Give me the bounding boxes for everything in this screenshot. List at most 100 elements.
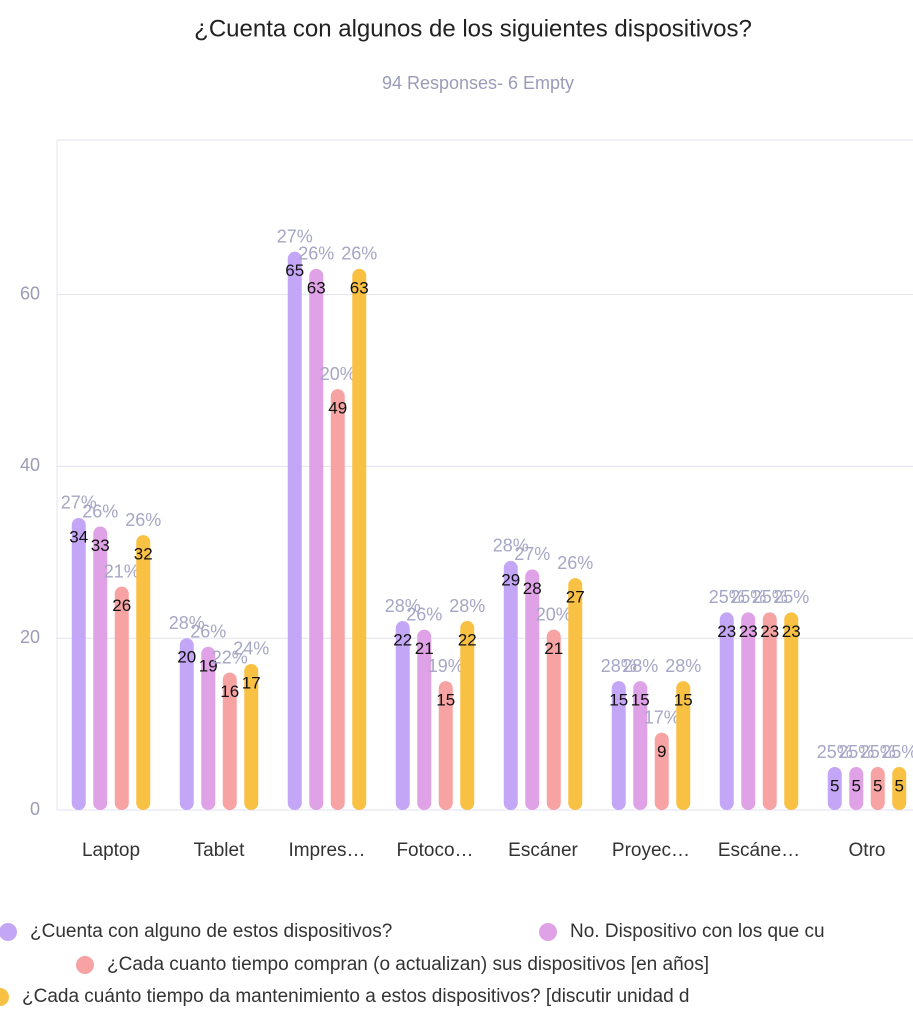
bar <box>438 681 453 810</box>
bar <box>352 268 367 810</box>
percent-label: 19% <box>428 656 464 676</box>
bar <box>849 767 864 810</box>
percent-label: 26% <box>125 510 161 530</box>
value-label: 15 <box>436 691 455 710</box>
bar <box>870 767 885 810</box>
x-tick-label: Otro <box>849 840 886 861</box>
percent-label: 26% <box>406 604 442 624</box>
bar <box>633 681 648 810</box>
value-label: 17 <box>242 673 261 692</box>
bar <box>892 767 907 810</box>
value-label: 63 <box>350 278 369 297</box>
value-label: 33 <box>91 536 110 555</box>
percent-label: 20% <box>536 604 572 624</box>
percent-label: 25% <box>709 587 745 607</box>
value-label: 21 <box>415 639 434 658</box>
percent-label: 25% <box>730 587 766 607</box>
bar <box>676 681 691 810</box>
value-label: 15 <box>674 691 693 710</box>
percent-label: 28% <box>493 536 529 556</box>
bar <box>222 672 237 810</box>
percent-label: 26% <box>341 244 377 264</box>
value-label: 32 <box>134 545 153 564</box>
percent-label: 26% <box>298 244 334 264</box>
y-tick-label: 0 <box>30 799 40 819</box>
percent-label: 28% <box>449 596 485 616</box>
value-label: 27 <box>566 588 585 607</box>
bar <box>525 569 540 810</box>
bar <box>784 612 799 810</box>
bar <box>503 560 518 810</box>
x-tick-label: Tablet <box>194 840 245 861</box>
value-label: 26 <box>112 596 131 615</box>
value-label: 19 <box>199 656 218 675</box>
value-label: 28 <box>523 579 542 598</box>
percent-label: 28% <box>601 656 637 676</box>
bar <box>93 526 108 810</box>
value-label: 22 <box>393 631 412 650</box>
value-label: 5 <box>873 777 882 796</box>
x-tick-label: Escáner <box>508 840 578 861</box>
legend-label: ¿Cada cuánto tiempo da mantenimiento a e… <box>22 986 690 1007</box>
percent-label: 28% <box>169 613 205 633</box>
bar <box>244 663 259 810</box>
x-tick-label: Impres… <box>288 840 365 861</box>
bar <box>71 517 86 810</box>
chart-subtitle: 94 Responses- 6 Empty <box>382 73 574 93</box>
value-label: 15 <box>609 691 628 710</box>
bar <box>568 578 583 810</box>
percent-label: 27% <box>277 226 313 246</box>
bar <box>136 535 151 810</box>
percent-label: 25% <box>881 742 913 762</box>
percent-label: 26% <box>82 501 118 521</box>
value-label: 5 <box>830 777 839 796</box>
percent-label: 26% <box>557 553 593 573</box>
y-tick-label: 60 <box>20 283 40 303</box>
bar <box>611 681 626 810</box>
value-label: 65 <box>285 261 304 280</box>
legend-label: No. Dispositivo con los que cu <box>570 921 825 942</box>
percent-label: 25% <box>773 587 809 607</box>
value-label: 5 <box>852 777 861 796</box>
percent-label: 28% <box>665 656 701 676</box>
x-tick-label: Fotoco… <box>396 840 473 861</box>
bar <box>179 638 194 810</box>
y-tick-label: 40 <box>20 455 40 475</box>
legend-label: ¿Cuenta con alguno de estos dispositivos… <box>30 921 392 942</box>
value-label: 23 <box>739 622 758 641</box>
value-label: 34 <box>69 527 88 546</box>
bar <box>741 612 756 810</box>
value-label: 29 <box>501 570 520 589</box>
legend-swatch <box>0 988 9 1006</box>
percent-label: 17% <box>644 707 680 727</box>
value-label: 16 <box>220 682 239 701</box>
bar <box>395 621 410 810</box>
value-label: 49 <box>328 399 347 418</box>
percent-label: 22% <box>212 647 248 667</box>
bar <box>330 389 345 810</box>
percent-label: 21% <box>104 561 140 581</box>
bar <box>719 612 734 810</box>
bar <box>460 621 475 810</box>
value-label: 63 <box>307 278 326 297</box>
value-label: 23 <box>760 622 779 641</box>
percent-label: 27% <box>514 544 550 564</box>
legend-swatch <box>76 956 94 974</box>
value-label: 23 <box>717 622 736 641</box>
value-label: 9 <box>657 742 666 761</box>
x-tick-label: Laptop <box>82 840 140 861</box>
value-label: 20 <box>177 648 196 667</box>
value-label: 15 <box>631 691 650 710</box>
percent-label: 24% <box>233 639 269 659</box>
bar <box>201 646 216 810</box>
value-label: 21 <box>544 639 563 658</box>
bar <box>654 732 669 810</box>
percent-label: 20% <box>320 364 356 384</box>
bar <box>827 767 842 810</box>
percent-label: 28% <box>385 596 421 616</box>
percent-label: 26% <box>190 622 226 642</box>
bar <box>287 251 302 810</box>
chart-title: ¿Cuenta con algunos de los siguientes di… <box>194 15 752 42</box>
percent-label: 25% <box>838 742 874 762</box>
